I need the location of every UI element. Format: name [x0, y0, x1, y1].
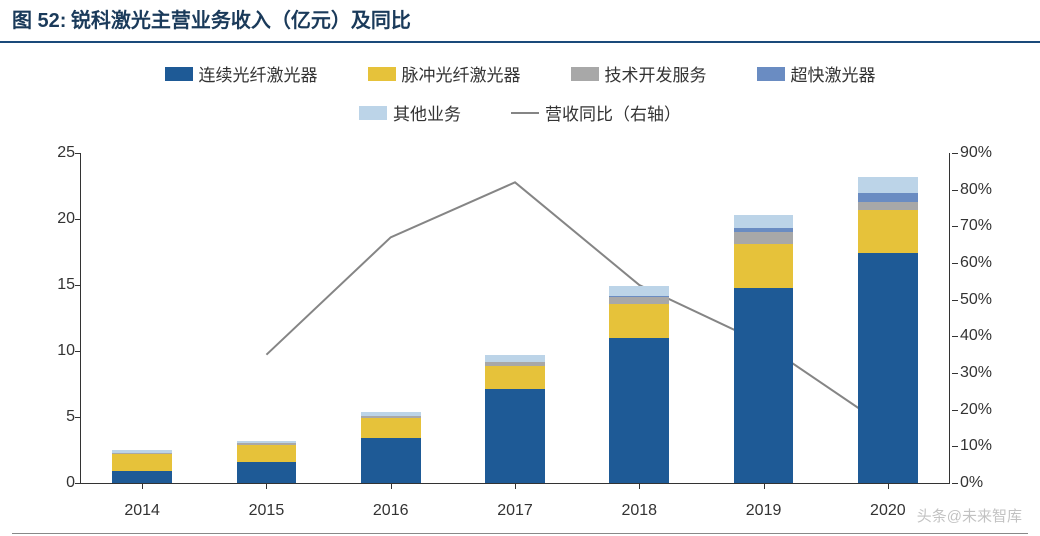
legend-label: 其他业务 — [393, 100, 461, 125]
x-tick-label: 2018 — [621, 493, 657, 523]
bar-seg-s2 — [485, 366, 545, 390]
chart-area: 0 5 10 15 20 25 0% 10% 20% 30% 40% 50% 60% 70% 80% 90% 2… — [20, 143, 1020, 523]
watermark: 头条@未来智库 — [917, 505, 1022, 526]
y-right-tick-label: 70% — [960, 217, 1020, 235]
legend-label: 连续光纤激光器 — [199, 61, 318, 86]
legend-item-s4: 超快激光器 — [757, 61, 876, 86]
legend: 连续光纤激光器 脉冲光纤激光器 技术开发服务 超快激光器其他业务 营收同比（右轴） — [0, 43, 1040, 133]
bar-seg-s1 — [112, 471, 172, 483]
legend-item-s2: 脉冲光纤激光器 — [368, 61, 521, 86]
bar-seg-s5 — [858, 177, 918, 193]
legend-swatch — [571, 67, 599, 81]
legend-label: 超快激光器 — [791, 61, 876, 86]
bar-seg-s2 — [112, 454, 172, 471]
bar-seg-s1 — [734, 288, 794, 483]
legend-swatch — [165, 67, 193, 81]
y-left-tick-label: 25 — [20, 144, 75, 162]
y-left-tick-label: 0 — [20, 474, 75, 492]
bar-seg-s2 — [858, 210, 918, 254]
bar-seg-s1 — [609, 338, 669, 483]
x-tick-label: 2017 — [497, 493, 533, 523]
bar-seg-s1 — [485, 389, 545, 483]
bar-seg-s4 — [858, 193, 918, 202]
y-right-tick-label: 10% — [960, 437, 1020, 455]
bar-seg-s2 — [609, 304, 669, 338]
bar-seg-s3 — [609, 297, 669, 304]
legend-item-ln: 营收同比（右轴） — [511, 100, 681, 125]
y-left-tick-label: 15 — [20, 276, 75, 294]
y-right-tick-label: 30% — [960, 364, 1020, 382]
bar-seg-s5 — [485, 355, 545, 362]
bar-2019 — [734, 215, 794, 483]
bar-seg-s3 — [734, 232, 794, 244]
y-right-tick-label: 60% — [960, 254, 1020, 272]
y-left-tick-label: 10 — [20, 342, 75, 360]
y-right-tick-label: 40% — [960, 327, 1020, 345]
legend-line-swatch — [511, 112, 539, 114]
legend-item-s5: 其他业务 — [359, 100, 461, 125]
x-tick-label: 2020 — [870, 493, 906, 523]
bar-2018 — [609, 286, 669, 483]
bar-seg-s1 — [237, 462, 297, 483]
bar-2015 — [237, 441, 297, 483]
bar-2020 — [858, 177, 918, 483]
y-left-tick-label: 5 — [20, 408, 75, 426]
legend-label: 脉冲光纤激光器 — [402, 61, 521, 86]
x-tick-label: 2015 — [249, 493, 285, 523]
bar-seg-s1 — [361, 438, 421, 483]
plot-region — [80, 153, 950, 483]
y-right-tick-label: 80% — [960, 181, 1020, 199]
chart-title: 图 52: 锐科激光主营业务收入（亿元）及同比 — [0, 0, 1040, 43]
bar-2017 — [485, 355, 545, 483]
y-right-tick-label: 0% — [960, 474, 1020, 492]
y-right-tick-label: 20% — [960, 401, 1020, 419]
legend-label: 技术开发服务 — [605, 61, 707, 86]
x-tick-label: 2014 — [124, 493, 160, 523]
y-right-tick-label: 90% — [960, 144, 1020, 162]
bar-seg-s2 — [237, 445, 297, 462]
x-tick-label: 2019 — [746, 493, 782, 523]
bar-seg-s2 — [361, 418, 421, 438]
title-text: 锐科激光主营业务收入（亿元）及同比 — [71, 10, 411, 32]
legend-swatch — [757, 67, 785, 81]
bar-seg-s3 — [858, 202, 918, 210]
y-right-tick-label: 50% — [960, 291, 1020, 309]
legend-item-s1: 连续光纤激光器 — [165, 61, 318, 86]
bar-seg-s5 — [734, 215, 794, 228]
bar-seg-s1 — [858, 253, 918, 483]
bar-2016 — [361, 412, 421, 483]
bar-seg-s5 — [609, 286, 669, 295]
y-left-tick-label: 20 — [20, 210, 75, 228]
bar-seg-s2 — [734, 244, 794, 288]
legend-swatch — [368, 67, 396, 81]
legend-item-s3: 技术开发服务 — [571, 61, 707, 86]
bar-2014 — [112, 450, 172, 483]
line-series — [266, 182, 887, 428]
legend-swatch — [359, 106, 387, 120]
title-prefix: 图 52: — [12, 10, 66, 32]
x-tick-label: 2016 — [373, 493, 409, 523]
bottom-rule — [12, 533, 1028, 534]
legend-label: 营收同比（右轴） — [545, 100, 681, 125]
